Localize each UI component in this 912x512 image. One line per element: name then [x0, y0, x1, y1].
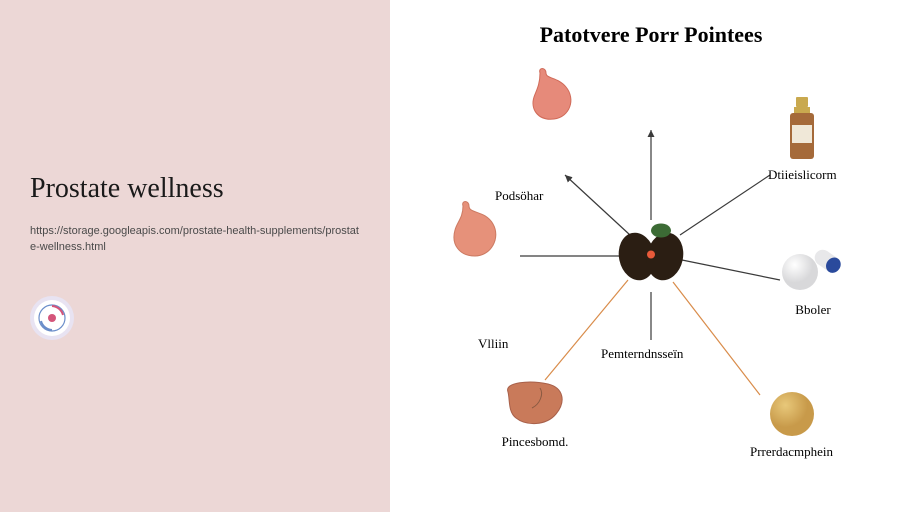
brand-logo: [30, 296, 74, 340]
liver-icon: [500, 378, 570, 430]
node-label: Pemterndnsseïn: [601, 346, 683, 362]
pills-icon: [778, 238, 848, 298]
node-center-label: Pemterndnsseïn: [601, 342, 683, 362]
sphere-icon: [766, 388, 818, 440]
node-label: Pincesbomd.: [502, 434, 569, 450]
node-label: Bboler: [795, 302, 830, 318]
node-bottle: Dtiieislicorm: [768, 95, 837, 183]
node-label: Dtiieislicorm: [768, 167, 837, 183]
diagram-panel: Patotvere Porr Pointees: [390, 0, 912, 512]
left-panel: Prostate wellness https://storage.google…: [0, 0, 390, 512]
node-vlin: Vlliin: [478, 332, 508, 352]
diagram-title: Patotvere Porr Pointees: [540, 22, 763, 48]
node-pills: Bboler: [778, 238, 848, 318]
source-url[interactable]: https://storage.googleapis.com/prostate-…: [30, 223, 360, 256]
bottle-icon: [780, 95, 824, 163]
node-stomach-top: [520, 65, 580, 125]
node-label: Vlliin: [478, 336, 508, 352]
page-title: Prostate wellness: [30, 173, 360, 205]
stomach2-icon: [445, 200, 501, 260]
page-container: Prostate wellness https://storage.google…: [0, 0, 912, 512]
stomach-icon: [520, 65, 580, 125]
node-sphere: Prrerdacmphein: [750, 388, 833, 460]
diagram-center-node: [611, 219, 691, 294]
node-label: Prrerdacmphein: [750, 444, 833, 460]
logo-icon: [37, 303, 67, 333]
node-liver: Pincesbomd.: [500, 378, 570, 450]
node-label: Podsöhar: [495, 188, 543, 204]
node-stomach-left: Podsöhar: [445, 200, 501, 260]
kidneys-icon: [611, 219, 691, 289]
